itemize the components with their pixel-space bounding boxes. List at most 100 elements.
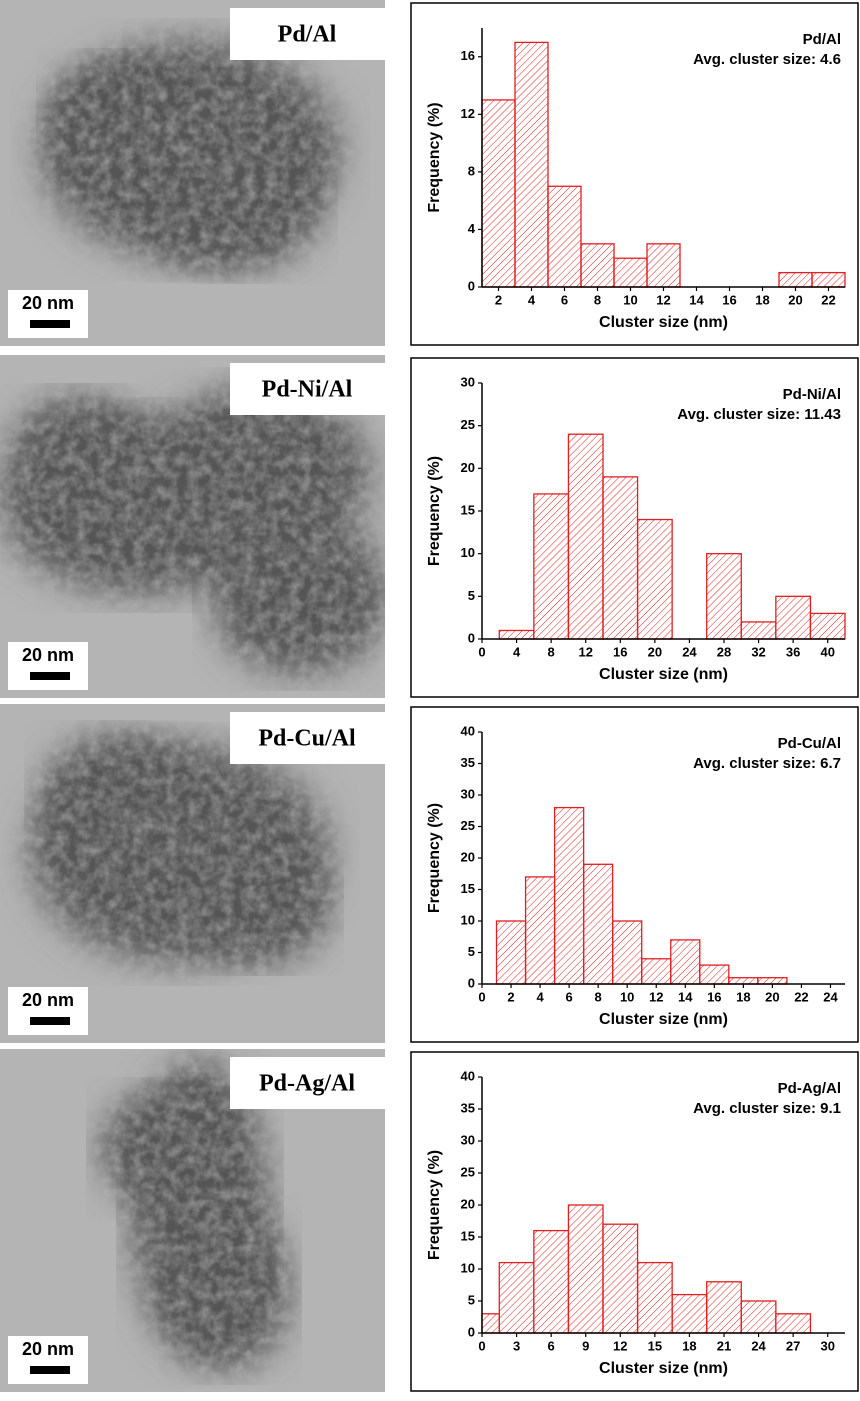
x-tick-label: 28 bbox=[717, 644, 731, 659]
x-tick-label: 18 bbox=[755, 292, 769, 307]
y-tick-label: 5 bbox=[468, 944, 475, 959]
scale-bar bbox=[30, 1017, 70, 1025]
bar bbox=[810, 613, 845, 639]
bar bbox=[603, 477, 638, 639]
histogram-panel: 0510152025303540036912151821242730Cluste… bbox=[411, 1052, 858, 1391]
bar bbox=[613, 921, 642, 984]
bar bbox=[555, 808, 584, 984]
bar bbox=[482, 100, 515, 287]
bar bbox=[568, 1205, 603, 1333]
y-tick-label: 0 bbox=[468, 630, 475, 645]
x-tick-label: 10 bbox=[620, 989, 634, 1004]
chart-title: Pd/Al bbox=[803, 31, 841, 48]
chart-subtitle: Avg. cluster size: 11.43 bbox=[677, 406, 841, 423]
y-tick-label: 15 bbox=[461, 502, 475, 517]
chart-title: Pd-Ag/Al bbox=[778, 1080, 841, 1097]
x-tick-label: 12 bbox=[656, 292, 670, 307]
y-tick-label: 10 bbox=[461, 545, 475, 560]
x-tick-label: 30 bbox=[820, 1338, 834, 1353]
y-tick-label: 20 bbox=[461, 849, 475, 864]
bar bbox=[499, 1263, 534, 1333]
y-tick-label: 10 bbox=[461, 912, 475, 927]
x-axis-label: Cluster size (nm) bbox=[599, 314, 728, 331]
bar bbox=[515, 42, 548, 287]
x-tick-label: 22 bbox=[821, 292, 835, 307]
x-tick-label: 36 bbox=[786, 644, 800, 659]
bar bbox=[758, 978, 787, 984]
y-axis-label: Frequency (%) bbox=[426, 1150, 443, 1260]
tem-image: Pd-Cu/Al 20 nm bbox=[0, 704, 385, 1043]
scale-text: 20 nm bbox=[22, 293, 74, 313]
chart-subtitle: Avg. cluster size: 6.7 bbox=[693, 755, 841, 772]
bar bbox=[741, 622, 776, 639]
y-axis-label: Frequency (%) bbox=[426, 102, 443, 212]
bar bbox=[638, 520, 673, 639]
x-tick-label: 16 bbox=[707, 989, 721, 1004]
x-tick-label: 12 bbox=[649, 989, 663, 1004]
bar bbox=[614, 258, 647, 287]
x-tick-label: 4 bbox=[536, 989, 544, 1004]
y-tick-label: 30 bbox=[461, 786, 475, 801]
y-tick-label: 40 bbox=[461, 723, 475, 738]
y-tick-label: 35 bbox=[461, 755, 475, 770]
y-tick-label: 15 bbox=[461, 881, 475, 896]
x-tick-label: 6 bbox=[548, 1338, 555, 1353]
chart-subtitle: Avg. cluster size: 9.1 bbox=[693, 1100, 841, 1117]
x-tick-label: 22 bbox=[794, 989, 808, 1004]
x-tick-label: 16 bbox=[722, 292, 736, 307]
bar bbox=[700, 965, 729, 984]
bar bbox=[482, 1314, 499, 1333]
x-tick-label: 27 bbox=[786, 1338, 800, 1353]
bar bbox=[584, 864, 613, 984]
bar bbox=[499, 630, 534, 639]
bar bbox=[642, 959, 671, 984]
x-axis-label: Cluster size (nm) bbox=[599, 1011, 728, 1028]
bar bbox=[672, 1295, 707, 1333]
x-tick-label: 0 bbox=[478, 1338, 485, 1353]
y-tick-label: 4 bbox=[468, 221, 476, 236]
bar bbox=[603, 1224, 638, 1333]
bar bbox=[526, 877, 555, 984]
bar bbox=[776, 1314, 811, 1333]
chart-subtitle: Avg. cluster size: 4.6 bbox=[693, 51, 841, 68]
x-tick-label: 15 bbox=[648, 1338, 662, 1353]
y-axis-label: Frequency (%) bbox=[426, 803, 443, 913]
chart-title: Pd-Ni/Al bbox=[783, 386, 841, 403]
bar bbox=[812, 273, 845, 287]
x-tick-label: 6 bbox=[566, 989, 573, 1004]
y-tick-label: 0 bbox=[468, 278, 475, 293]
bar bbox=[534, 1231, 569, 1333]
y-tick-label: 25 bbox=[461, 1164, 475, 1179]
bar bbox=[568, 434, 603, 639]
bar bbox=[741, 1301, 776, 1333]
figure: Pd/Al20 nmPd-Ni/Al20 nmPd-Cu/Al20 nmPd-A… bbox=[0, 0, 860, 1396]
y-tick-label: 15 bbox=[461, 1228, 475, 1243]
x-tick-label: 4 bbox=[513, 644, 521, 659]
scale-text: 20 nm bbox=[22, 1339, 74, 1359]
x-tick-label: 12 bbox=[613, 1338, 627, 1353]
scale-text: 20 nm bbox=[22, 990, 74, 1010]
x-tick-label: 14 bbox=[678, 989, 693, 1004]
x-tick-label: 8 bbox=[595, 989, 602, 1004]
bar bbox=[638, 1263, 673, 1333]
x-tick-label: 2 bbox=[495, 292, 502, 307]
x-tick-label: 40 bbox=[820, 644, 834, 659]
x-tick-label: 2 bbox=[507, 989, 514, 1004]
bar bbox=[779, 273, 812, 287]
x-tick-label: 3 bbox=[513, 1338, 520, 1353]
x-tick-label: 4 bbox=[528, 292, 536, 307]
image-label: Pd-Cu/Al bbox=[258, 726, 356, 752]
x-tick-label: 20 bbox=[765, 989, 779, 1004]
y-tick-label: 35 bbox=[461, 1100, 475, 1115]
x-tick-label: 20 bbox=[788, 292, 802, 307]
y-tick-label: 5 bbox=[468, 588, 475, 603]
x-tick-label: 8 bbox=[594, 292, 601, 307]
x-tick-label: 24 bbox=[751, 1338, 766, 1353]
bar bbox=[729, 978, 758, 984]
bar bbox=[776, 596, 811, 639]
